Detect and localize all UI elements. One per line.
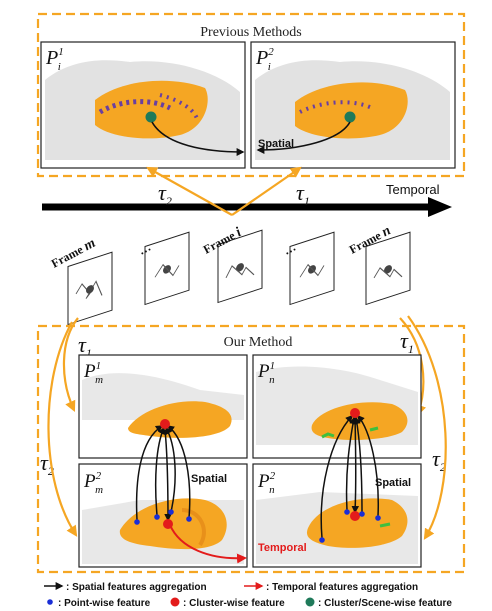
point-dot	[319, 537, 325, 543]
panel-pn1-label: P1 n	[257, 360, 275, 386]
point-cloud-pi2	[255, 60, 450, 160]
spatial-label-right: Spatial	[375, 477, 411, 489]
point-dot	[186, 516, 192, 522]
previous-methods-title: Previous Methods	[200, 25, 302, 40]
frame-n	[365, 231, 411, 306]
panel-pm1-label: P1 m	[83, 360, 103, 386]
legend-cluster-text: : Cluster-wise feature	[183, 598, 285, 609]
cluster-dot-pn2	[350, 511, 360, 521]
legend: : Spatial features aggregation : Tempora…	[44, 582, 452, 609]
our-method-title: Our Method	[224, 335, 293, 350]
legend-spatial-text: : Spatial features aggregation	[66, 582, 207, 593]
legend-scene-text: : Cluster/Scene-wise feature	[318, 598, 452, 609]
orange-arrow-m-to-pm2	[47, 321, 78, 537]
frame-ellipsis-1: …	[136, 240, 153, 258]
frame-dots-1	[144, 231, 190, 306]
temporal-label-our: Temporal	[258, 542, 307, 554]
point-cloud-pi1	[45, 60, 240, 160]
frame-ellipsis-2: …	[281, 240, 298, 258]
frames-row: Frame m … Frame i … Frame n	[49, 223, 411, 326]
panel-pn1: P1 n	[252, 354, 422, 459]
panel-pm1: P1 m	[78, 354, 248, 459]
tau2-left-label: τ2	[40, 450, 54, 478]
frame-m	[67, 251, 113, 326]
tau1-top-label: τ1	[296, 180, 310, 208]
spatial-arrow-left	[151, 121, 245, 156]
cluster-dot-pm1	[160, 419, 170, 429]
point-dot	[375, 515, 381, 521]
point-dot	[134, 519, 140, 525]
point-dot	[154, 514, 160, 520]
orange-arrow-to-pi2	[231, 166, 302, 216]
temporal-axis-arrowhead	[428, 197, 452, 217]
spatial-label-previous: Spatial	[258, 138, 294, 150]
panel-pi2-label: P2 i	[255, 46, 274, 73]
panel-pi2: P2 i Spatial	[250, 41, 456, 169]
legend-temporal-text: : Temporal features aggregation	[266, 582, 418, 593]
legend-point-dot	[47, 599, 53, 605]
point-dot	[359, 511, 365, 517]
spatial-arrows-m	[135, 425, 191, 522]
orange-arrow-to-pi1	[146, 166, 233, 216]
panel-pn2-label: P2 n	[257, 470, 276, 496]
spatial-arrow-right	[256, 121, 351, 154]
tau2-right-label: τ2	[432, 446, 446, 474]
frame-dots-2	[289, 231, 335, 306]
orange-arrow-m-to-pm1	[62, 317, 79, 412]
legend-cluster-dot	[170, 597, 180, 607]
legend-point-text: : Point-wise feature	[58, 598, 151, 609]
tau2-top-label: τ2	[158, 180, 172, 208]
spatial-arrows-n	[320, 414, 380, 539]
previous-methods-box: Previous Methods	[36, 12, 466, 178]
tau1-left-label: τ1	[78, 332, 92, 360]
panel-pm2: P2 m Spatial	[78, 463, 248, 568]
panel-pm2-label: P2 m	[83, 470, 103, 496]
our-method-box: Our Method	[36, 324, 466, 574]
cluster-dot-pm2	[163, 519, 173, 529]
legend-scene-dot	[305, 597, 315, 607]
scene-feature-dot-pi1	[145, 111, 157, 123]
tau1-right-label: τ1	[400, 328, 414, 356]
panel-pi1-label: P1 i	[45, 46, 64, 73]
spatial-label-left: Spatial	[191, 473, 227, 485]
point-dot	[344, 509, 350, 515]
temporal-axis-label: Temporal	[386, 182, 440, 197]
panel-pi1: P1 i	[40, 41, 246, 169]
feature-dots	[134, 408, 381, 543]
frame-i	[217, 229, 263, 304]
temporal-arrow-red	[169, 524, 247, 564]
cluster-dot-pn1	[350, 408, 360, 418]
point-dot	[168, 509, 174, 515]
scene-feature-dot-pi2	[344, 111, 356, 123]
panel-pn2: P2 n Spatial Temporal	[252, 463, 422, 568]
orange-arrow-n-to-pn2	[407, 315, 447, 540]
